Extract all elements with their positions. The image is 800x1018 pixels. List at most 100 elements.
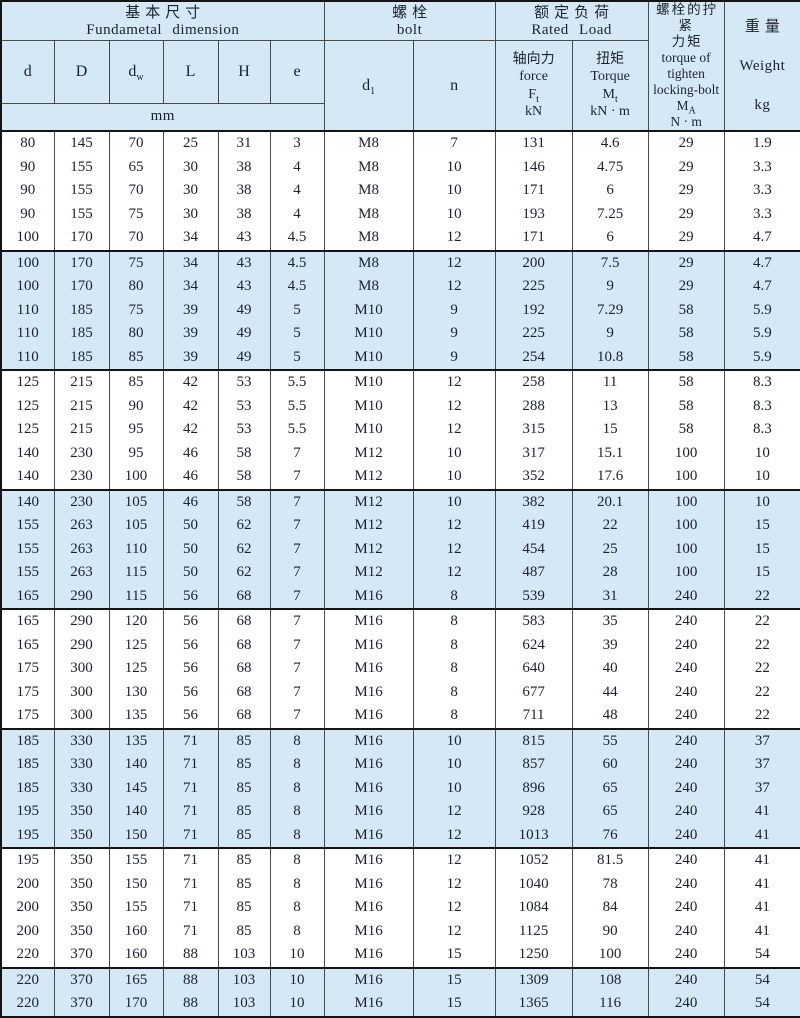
table-cell: 10: [269, 966, 325, 992]
table-cell: 20.1: [571, 488, 649, 514]
table-cell: 56: [162, 633, 218, 657]
table-cell: 583: [494, 608, 573, 634]
table-cell: 12: [412, 823, 496, 848]
table-cell: 7: [269, 633, 325, 657]
table-cell: 200: [0, 919, 54, 943]
table-cell: 125: [0, 394, 54, 418]
table-cell: 155: [53, 202, 109, 226]
table-cell: 155: [53, 179, 109, 203]
table-cell: 8.3: [723, 394, 800, 418]
table-cell: 8: [412, 704, 496, 729]
table-cell: 10: [412, 202, 496, 226]
table-cell: 8: [269, 919, 325, 943]
table-cell: 85: [217, 800, 270, 824]
table-cell: 88: [162, 992, 218, 1017]
table-cell: 58: [647, 369, 725, 395]
table-row: 195 350 155 71 85 8 M16 12 1052 81.5 240 41: [0, 847, 800, 873]
table-cell: 9: [412, 322, 496, 346]
table-row: 125 215 85 42 53 5.5 M10 12 258 11 58 8.3: [0, 369, 800, 395]
table-cell: 44: [571, 680, 649, 704]
table-cell: 263: [53, 514, 109, 538]
table-cell: 80: [0, 130, 54, 156]
table-cell: 185: [0, 753, 54, 777]
table-row: 175 300 135 56 68 7 M16 8 711 48 240 22: [0, 704, 800, 729]
table-cell: 170: [53, 226, 109, 251]
table-row: 220 370 170 88 103 10 M16 15 1365 116 240 54: [0, 992, 800, 1017]
table-cell: 215: [53, 418, 109, 442]
table-row: 90 155 70 30 38 4 M8 10 171 6 29 3.3: [0, 179, 800, 203]
table-cell: 80: [108, 275, 163, 299]
table-cell: 12: [412, 919, 496, 943]
table-cell: 240: [647, 847, 725, 873]
unit-mm-cell: mm: [0, 103, 325, 132]
table-cell: 4.5: [269, 226, 325, 251]
table-cell: 34: [162, 275, 218, 299]
table-cell: 10: [723, 465, 800, 490]
table-cell: 12: [412, 514, 496, 538]
table-row: 175 300 125 56 68 7 M16 8 640 40 240 22: [0, 657, 800, 681]
table-row: 165 290 115 56 68 7 M16 8 539 31 240 22: [0, 584, 800, 609]
table-cell: M8: [323, 249, 414, 275]
table-cell: 263: [53, 561, 109, 585]
table-cell: M16: [323, 847, 414, 873]
table-cell: 10: [269, 992, 325, 1017]
table-row: 100 170 70 34 43 4.5 M8 12 171 6 29 4.7: [0, 226, 800, 251]
table-row: 155 263 110 50 62 7 M12 12 454 25 100 15: [0, 537, 800, 561]
table-cell: 22: [723, 704, 800, 729]
table-cell: 22: [723, 584, 800, 609]
table-cell: M16: [323, 823, 414, 848]
table-cell: M16: [323, 919, 414, 943]
table-cell: 50: [162, 514, 218, 538]
table-cell: 9: [571, 275, 649, 299]
table-cell: 165: [108, 966, 163, 992]
table-cell: 15: [571, 418, 649, 442]
table-cell: 240: [647, 966, 725, 992]
table-cell: 9: [412, 345, 496, 370]
table-cell: 240: [647, 823, 725, 848]
table-cell: 56: [162, 680, 218, 704]
table-cell: 8: [269, 727, 325, 753]
table-cell: 4: [269, 202, 325, 226]
table-cell: 58: [647, 418, 725, 442]
table-cell: 11: [571, 369, 649, 395]
table-cell: 37: [723, 727, 800, 753]
table-cell: 54: [723, 943, 800, 968]
table-cell: 22: [723, 657, 800, 681]
table-cell: 4.5: [269, 275, 325, 299]
table-cell: 9: [571, 322, 649, 346]
table-cell: 62: [217, 561, 270, 585]
force-symbol: Ft: [528, 86, 539, 105]
table-cell: 10: [412, 465, 496, 490]
table-cell: 4.6: [571, 130, 649, 156]
table-row: 200 350 160 71 85 8 M16 12 1125 90 240 41: [0, 919, 800, 943]
table-row: 100 170 80 34 43 4.5 M8 12 225 9 29 4.7: [0, 275, 800, 299]
table-cell: 928: [494, 800, 573, 824]
table-cell: 110: [0, 322, 54, 346]
table-cell: 330: [53, 727, 109, 753]
table-cell: 85: [108, 369, 163, 395]
table-cell: 419: [494, 514, 573, 538]
table-cell: 8: [269, 776, 325, 800]
table-cell: 15: [723, 537, 800, 561]
table-cell: 35: [571, 608, 649, 634]
locking-torque-en-line1: torque of: [661, 50, 711, 65]
header-rated-load: 额定负荷 Rated Load: [494, 1, 649, 41]
table-cell: 125: [108, 633, 163, 657]
table-cell: 12: [412, 226, 496, 251]
table-cell: 1.9: [723, 130, 800, 156]
table-cell: 370: [53, 992, 109, 1017]
table-cell: 8: [412, 633, 496, 657]
table-cell: 677: [494, 680, 573, 704]
table-cell: 175: [0, 680, 54, 704]
table-cell: 220: [0, 943, 54, 968]
table-row: 80 145 70 25 31 3 M8 7 131 4.6 29 1.9: [0, 130, 800, 156]
table-row: 220 370 165 88 103 10 M16 15 1309 108 240 54: [0, 966, 800, 992]
table-cell: M12: [323, 465, 414, 490]
table-cell: 290: [53, 584, 109, 609]
force-unit: kN: [525, 104, 543, 119]
torque-symbol: Mt: [602, 86, 618, 105]
table-cell: 54: [723, 992, 800, 1017]
table-cell: 330: [53, 776, 109, 800]
table-cell: 8: [269, 800, 325, 824]
table-cell: 5.5: [269, 418, 325, 442]
